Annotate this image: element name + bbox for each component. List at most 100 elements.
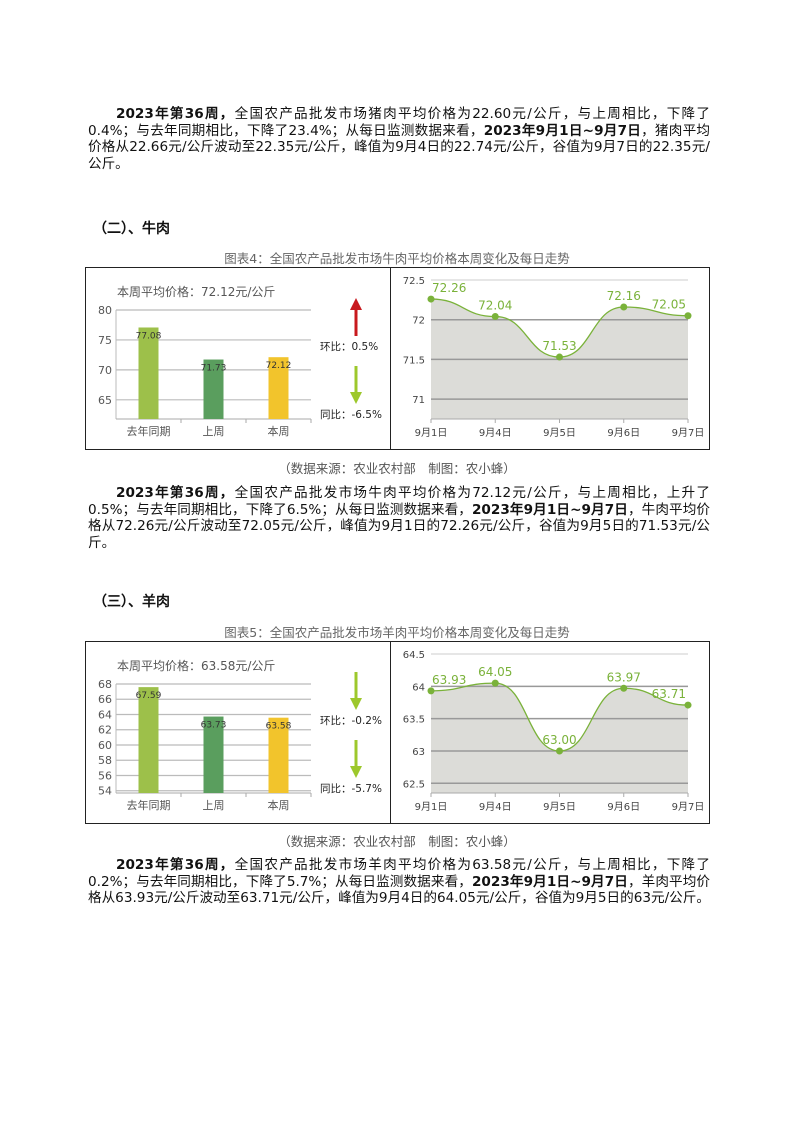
data-point [556,747,563,755]
data-point [684,701,692,709]
x-tick-label: 9月5日 [543,427,576,439]
bar-value-label: 77.08 [136,331,162,341]
data-label: 63.71 [652,687,686,701]
bar-value-label: 71.73 [201,364,227,374]
bar [268,357,289,419]
data-point [684,312,692,320]
pork-paragraph: 2023年第36周，全国农产品批发市场猪肉平均价格为22.60元/公斤，与上周相… [88,106,710,172]
y-tick-label: 70 [98,364,112,377]
beef-line-panel: 72.5 72 71.5 71 72.26 9月1日 72.04 9月4日 71.53 9月5日 7… [391,268,709,449]
y-tick-label: 64.5 [403,650,425,661]
beef-bar-chart: 本周平均价格：72.12元/公斤 80 75 70 65 77.08 去年同期 71.73 上周… [98,284,382,438]
data-point [556,353,563,361]
x-tick-label: 9月5日 [543,801,576,813]
text: 全国农产品批发市场牛肉平均价格为72.12元/公斤，与上周相比，上升了0.5%；… [88,485,710,518]
data-source-mutton: （数据来源：农业农村部 制图：农小蜂） [278,834,516,849]
beef-bar-panel: 本周平均价格：72.12元/公斤 80 75 70 65 77.08 去年同期 71.73 上周… [86,268,391,449]
x-tick-label: 本周 [268,424,290,438]
beef-paragraph: 2023年第36周，全国农产品批发市场牛肉平均价格为72.12元/公斤，与上周相… [88,485,710,551]
data-label: 64.05 [478,665,512,679]
chart-title: 本周平均价格：63.58元/公斤 [117,658,275,673]
bar [268,717,289,793]
y-tick-label: 72 [412,316,425,327]
arrow-up-icon [350,298,362,310]
data-label: 71.53 [542,339,576,353]
bar-value-label: 72.12 [266,361,292,371]
bold-week: 2023年第36周， [116,485,235,501]
change-label: 同比：-5.7% [320,782,382,795]
data-label: 72.05 [652,298,686,312]
y-tick-label: 60 [98,739,112,752]
data-label: 72.16 [607,289,641,303]
x-tick-label: 9月6日 [607,801,640,813]
bold-dates: 2023年9月1日~9月7日 [471,501,628,518]
bar-value-label: 67.59 [136,691,162,701]
y-tick-label: 64 [412,682,425,693]
bar [138,687,159,793]
text: ，羊肉平均价格从63.93元/公斤波动至63.71元/公斤，峰值为9月4日的64… [88,873,710,907]
y-tick-label: 66 [98,693,112,706]
data-label: 63.93 [432,673,466,687]
figure-caption-beef: 图表4：全国农产品批发市场牛肉平均价格本周变化及每日走势 [224,251,570,266]
beef-chart-box: 本周平均价格：72.12元/公斤 80 75 70 65 77.08 去年同期 71.73 上周… [85,267,710,450]
data-point [427,687,435,695]
bar-value-label: 63.73 [201,721,227,731]
mutton-daily-chart: 64.5 64 63.5 63 62.5 63.93 9月1日 64.05 9月4日 63.00 9… [403,650,705,813]
y-tick-label: 72.5 [403,276,425,287]
figure-caption-mutton: 图表5：全国农产品批发市场羊肉平均价格本周变化及每日走势 [224,625,570,640]
x-tick-label: 去年同期 [127,424,171,438]
data-point [491,679,499,687]
text: ，猪肉平均价格从22.66元/公斤波动至22.35元/公斤，峰值为9月4日的22… [88,122,711,172]
data-label: 63.97 [607,670,641,684]
section-heading-mutton: （三）、羊肉 [93,594,170,610]
y-tick-label: 62 [98,724,112,737]
data-label: 72.04 [478,299,512,313]
y-tick-label: 80 [98,304,112,317]
y-tick-label: 54 [98,785,112,798]
y-tick-label: 71.5 [403,355,425,366]
y-tick-label: 68 [98,678,112,691]
mutton-line-panel: 64.5 64 63.5 63 62.5 63.93 9月1日 64.05 9月4日 63.00 9… [391,642,709,823]
bold-week: 2023年第36周， [116,857,235,873]
x-tick-label: 上周 [203,799,225,812]
mutton-chart-box: 本周平均价格：63.58元/公斤 68 66 64 62 60 58 56 54 67.59 去年同… [85,641,710,824]
x-tick-label: 9月4日 [479,801,512,813]
arrow-down-icon [350,698,362,710]
change-label: 环比：0.5% [320,340,378,353]
bar-value-label: 63.58 [266,722,292,732]
bold-dates: 2023年9月1日~9月7日 [483,122,642,139]
text: ，牛肉平均价格从72.26元/公斤波动至72.05元/公斤，峰值为9月1日的72… [88,501,710,551]
data-source-beef: （数据来源：农业农村部 制图：农小蜂） [278,461,516,476]
arrow-down-icon [350,392,362,404]
x-tick-label: 9月4日 [479,427,512,439]
chart-title: 本周平均价格：72.12元/公斤 [117,284,275,299]
y-tick-label: 63.5 [403,715,425,726]
x-tick-label: 9月7日 [672,801,705,813]
bar [203,359,224,419]
data-label: 63.00 [542,733,576,747]
x-tick-label: 本周 [268,798,290,812]
change-label: 环比：-0.2% [320,714,382,727]
data-point [620,684,628,692]
y-tick-label: 75 [98,334,112,347]
bold-dates: 2023年9月1日~9月7日 [471,873,628,890]
beef-daily-chart: 72.5 72 71.5 71 72.26 9月1日 72.04 9月4日 71.53 9月5日 7… [403,276,705,439]
x-tick-label: 9月6日 [607,427,640,439]
area-fill [431,683,688,793]
x-tick-label: 9月1日 [415,801,448,813]
y-tick-label: 64 [98,708,112,721]
text: 全国农产品批发市场羊肉平均价格为63.58元/公斤，与上周相比，下降了0.2%；… [88,857,710,890]
y-tick-label: 71 [412,395,425,406]
mutton-paragraph: 2023年第36周，全国农产品批发市场羊肉平均价格为63.58元/公斤，与上周相… [88,857,710,907]
text: 全国农产品批发市场猪肉平均价格为22.60元/公斤，与上周相比，下降了0.4%；… [88,106,710,139]
data-label: 72.26 [432,281,466,295]
x-tick-label: 上周 [203,425,225,438]
mutton-bar-panel: 本周平均价格：63.58元/公斤 68 66 64 62 60 58 56 54 67.59 去年同… [86,642,391,823]
bold-week: 2023年第36周， [116,106,235,122]
change-label: 同比：-6.5% [320,408,382,421]
y-tick-label: 65 [98,394,112,407]
bar [138,327,159,419]
bar [203,716,224,793]
x-tick-label: 9月1日 [415,427,448,439]
